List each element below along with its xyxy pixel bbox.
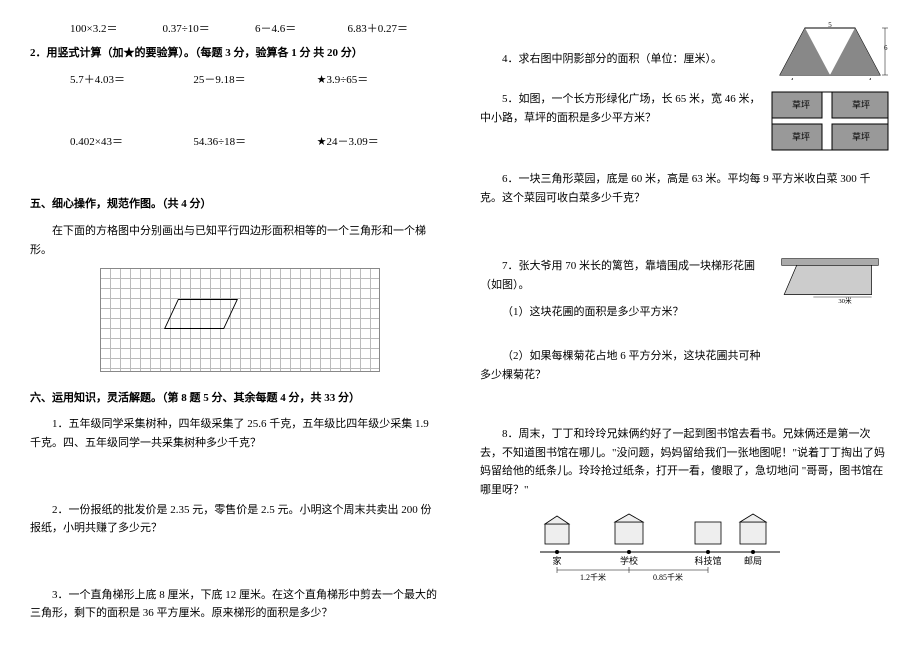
svg-text:科技馆: 科技馆	[694, 555, 721, 566]
q5-wrap: 5．如图，一个长方形绿化广场，长 65 米，宽 46 米，中小路，草坪的面积是多…	[480, 90, 890, 152]
q7-text: 7．张大爷用 70 米长的篱笆，靠墙围成一块梯形花圃（如图）。	[480, 257, 764, 294]
trapezoid-figure: 5 6 4 4	[770, 20, 890, 80]
p2-r2-1: 0.402×43＝	[70, 133, 193, 149]
svg-text:草坪: 草坪	[852, 99, 870, 110]
q2-text: 2．一份报纸的批发价是 2.35 元，零售价是 2.5 元。小明这个周末共卖出 …	[30, 501, 440, 538]
q3-text: 3．一个直角梯形上底 8 厘米，下底 12 厘米。在这个直角梯形中剪去一个最大的…	[30, 586, 440, 623]
svg-text:6: 6	[884, 44, 888, 52]
svg-text:1.2千米: 1.2千米	[580, 572, 606, 582]
q7-sub1: （1）这块花圃的面积是多少平方米？	[480, 303, 764, 322]
parallelogram-shape	[164, 299, 238, 329]
q4-wrap: 4．求右图中阴影部分的面积（单位：厘米）。 5 6 4 4	[480, 20, 890, 80]
p2-r1-2: 25－9.18＝	[193, 71, 316, 87]
q7-sub2: （2）如果每棵菊花占地 6 平方分米，这块花圃共可种多少棵菊花？	[480, 347, 764, 384]
lawn-figure: 草坪 草坪 草坪 草坪	[770, 90, 890, 152]
svg-text:0.85千米: 0.85千米	[653, 572, 683, 582]
svg-text:家: 家	[552, 555, 561, 566]
route-figure: 家 学校 科技馆 邮局 1.2千米 0.85千米	[530, 512, 790, 582]
calc-2: 0.37÷10＝	[163, 20, 256, 36]
q4-text: 4．求右图中阴影部分的面积（单位：厘米）。	[480, 20, 764, 69]
svg-text:草坪: 草坪	[852, 131, 870, 142]
dot-grid	[100, 268, 380, 372]
calc-4: 6.83＋0.27＝	[348, 20, 441, 36]
q6-text: 6．一块三角形菜园，底是 60 米，高是 63 米。平均每 9 平方米收白菜 3…	[480, 170, 890, 207]
left-column: 100×3.2＝ 0.37÷10＝ 6－4.6＝ 6.83＋0.27＝ 2．用竖…	[30, 20, 440, 631]
sec6-title: 六、运用知识，灵活解题。（第 8 题 5 分、其余每题 4 分，共 33 分）	[30, 389, 440, 408]
p2-r1-1: 5.7＋4.03＝	[70, 71, 193, 87]
sec5-title: 五、细心操作，规范作图。（共 4 分）	[30, 195, 440, 214]
svg-text:4: 4	[790, 77, 794, 80]
right-column: 4．求右图中阴影部分的面积（单位：厘米）。 5 6 4 4 5．如图，一个长方形…	[480, 20, 890, 631]
q1-text: 1．五年级同学采集树种，四年级采集了 25.6 千克，五年级比四年级少采集 1.…	[30, 415, 440, 452]
p2-r2-3: ★24－3.09＝	[317, 133, 440, 149]
sec5-text: 在下面的方格图中分别画出与已知平行四边形面积相等的一个三角形和一个梯形。	[30, 222, 440, 259]
p2-title: 2．用竖式计算（加★的要验算）。（每题 3 分，验算各 1 分 共 20 分）	[30, 44, 440, 63]
q7-text-block: 7．张大爷用 70 米长的篱笆，靠墙围成一块梯形花圃（如图）。 （1）这块花圃的…	[480, 257, 764, 392]
svg-text:4: 4	[868, 77, 872, 80]
svg-text:邮局: 邮局	[744, 555, 762, 566]
q5-text: 5．如图，一个长方形绿化广场，长 65 米，宽 46 米，中小路，草坪的面积是多…	[480, 90, 764, 127]
p2-row2: 0.402×43＝ 54.36÷18＝ ★24－3.09＝	[30, 133, 440, 149]
p2-r2-2: 54.36÷18＝	[193, 133, 316, 149]
q8-text: 8．周末，丁丁和玲玲兄妹俩约好了一起到图书馆去看书。兄妹俩还是第一次去，不知道图…	[480, 425, 890, 500]
svg-text:5: 5	[828, 21, 832, 29]
calc-row: 100×3.2＝ 0.37÷10＝ 6－4.6＝ 6.83＋0.27＝	[30, 20, 440, 36]
svg-text:草坪: 草坪	[792, 99, 810, 110]
svg-text:草坪: 草坪	[792, 131, 810, 142]
q7-wrap: 7．张大爷用 70 米长的篱笆，靠墙围成一块梯形花圃（如图）。 （1）这块花圃的…	[480, 257, 890, 392]
p2-row1: 5.7＋4.03＝ 25－9.18＝ ★3.9÷65＝	[30, 71, 440, 87]
calc-3: 6－4.6＝	[255, 20, 348, 36]
svg-text:学校: 学校	[620, 555, 638, 566]
calc-1: 100×3.2＝	[70, 20, 163, 36]
p2-r1-3: ★3.9÷65＝	[317, 71, 440, 87]
fence-figure: 30米	[770, 257, 890, 307]
